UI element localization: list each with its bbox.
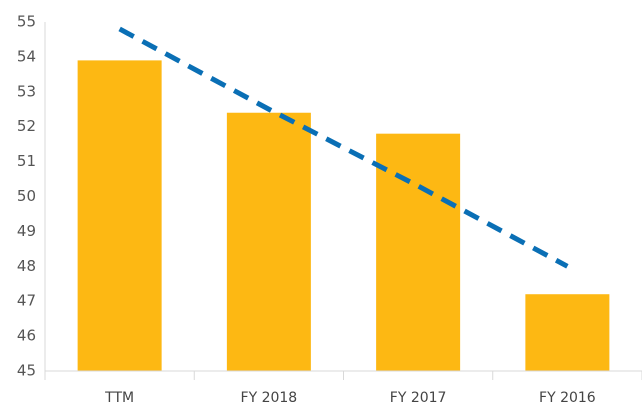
y-tick-label: 55 [17,13,36,31]
x-tick-label: FY 2018 [241,390,298,406]
y-tick-label: 51 [17,152,36,170]
bar [226,112,311,372]
y-tick-label: 50 [17,187,36,205]
y-tick-label: 45 [17,362,36,380]
y-tick-label: 53 [17,82,36,100]
y-tick-label: 47 [17,292,36,310]
y-tick-label: 48 [17,257,36,275]
y-tick-label: 46 [17,327,36,345]
x-tick-label: FY 2017 [390,390,447,406]
trend-line [118,26,569,269]
x-tick-label: FY 2016 [539,390,596,406]
y-tick-label: 54 [17,47,36,65]
y-tick-label: 49 [17,222,36,240]
x-tick-label: TTM [104,390,134,406]
bar [525,294,610,371]
bar [77,60,162,371]
bar [376,133,461,371]
y-tick-label: 52 [17,117,36,135]
